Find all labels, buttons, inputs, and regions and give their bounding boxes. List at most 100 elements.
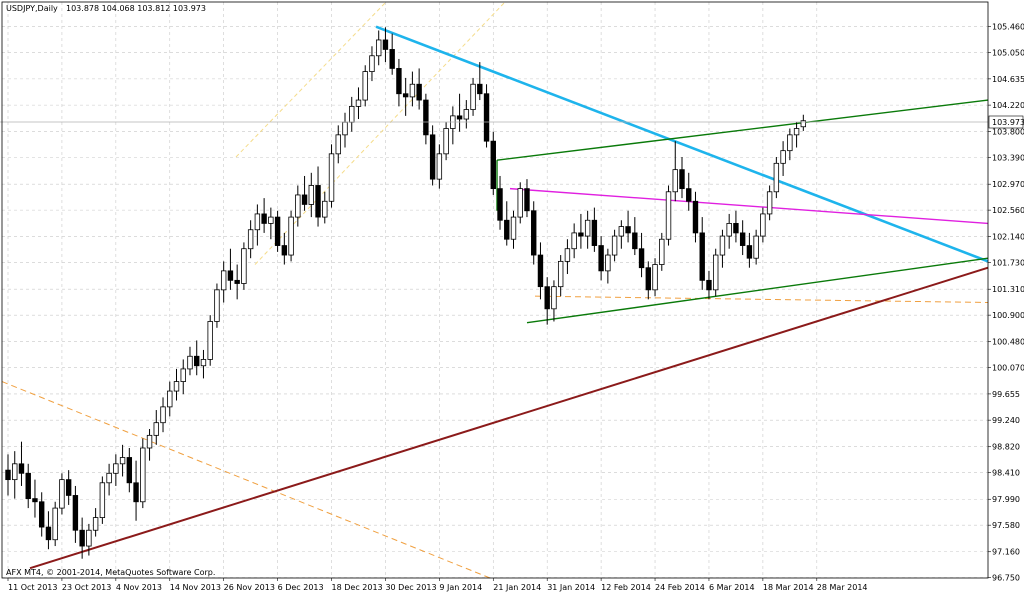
candle-body-up (295, 194, 301, 218)
x-tick-label: 31 Jan 2014 (547, 583, 595, 592)
y-tick-label: 101.310 (992, 285, 1024, 294)
current-price-box (988, 115, 1024, 129)
candle-body-up (793, 128, 800, 136)
candle-body-up (510, 216, 517, 240)
candle-body-down (79, 529, 85, 547)
trendline-descending-blue (375, 25, 989, 263)
x-tick-label: 30 Dec 2013 (385, 583, 436, 592)
candle-body-down (32, 498, 38, 503)
candle-body-up (369, 55, 375, 72)
x-tick-label: 18 Dec 2013 (332, 583, 383, 592)
trendline-pennant-upper-green (496, 99, 989, 161)
candle-body-up (571, 232, 577, 250)
candle-body-down (396, 68, 402, 95)
candle-body-down (483, 93, 490, 142)
candle-body-down (645, 267, 651, 291)
candle-body-up (140, 447, 146, 503)
candle-body-down (625, 226, 631, 234)
y-tick-label: 99.240 (992, 416, 1020, 425)
candle-body-up (375, 39, 382, 57)
candle-body-down (578, 232, 584, 237)
candle-body-up (780, 150, 786, 164)
candle-body-up (753, 235, 759, 259)
trendline-pennant-lower-green (526, 257, 989, 324)
candle-body-down (497, 188, 503, 221)
candle-body-up (92, 517, 99, 531)
x-tick-label: 6 Dec 2013 (278, 583, 324, 592)
y-tick-label: 98.820 (992, 443, 1020, 452)
candle-body-down (133, 482, 139, 503)
y-tick-label: 103.800 (992, 128, 1024, 137)
candle-body-up (463, 109, 470, 120)
candle-body-down (65, 479, 72, 496)
x-tick-label: 6 Mar 2014 (709, 583, 755, 592)
candle-body-down (490, 140, 496, 190)
candle-body-down (733, 223, 739, 234)
candle-body-up (241, 248, 247, 284)
candle-body-up (12, 463, 18, 481)
candle-body-up (800, 120, 807, 128)
y-tick-label: 104.220 (992, 101, 1024, 110)
y-tick-label: 97.580 (992, 521, 1020, 530)
x-tick-label: 11 Oct 2013 (8, 583, 57, 592)
y-tick-label: 105.460 (992, 23, 1024, 32)
x-tick-label: 14 Nov 2013 (170, 583, 221, 592)
candle-body-up (766, 191, 773, 215)
candle-body-down (699, 232, 705, 281)
candle-body-down (281, 245, 288, 256)
candle-body-down (274, 216, 281, 246)
candle-body-up (160, 406, 166, 424)
candle-body-up (173, 381, 180, 392)
plot-border (1, 1, 989, 579)
candle-body-down (402, 93, 409, 98)
candles (5, 27, 807, 559)
candle-body-up (618, 226, 625, 237)
candle-body-down (194, 355, 200, 367)
candle-body-down (18, 463, 25, 474)
candle-body-down (679, 169, 685, 190)
candle-body-up (268, 216, 274, 224)
candle-body-down (686, 188, 692, 202)
candle-body-down (315, 185, 321, 218)
candle-body-down (39, 501, 45, 528)
y-tick-label: 105.050 (992, 49, 1024, 58)
candle-body-up (349, 105, 355, 123)
candle-body-up (113, 463, 119, 474)
candle-body-up (551, 286, 557, 310)
y-tick-label: 100.480 (992, 338, 1024, 347)
candle-body-up (220, 270, 227, 291)
header-ohlc: 103.878 104.068 103.812 103.973 (66, 4, 206, 13)
candle-body-up (443, 128, 449, 155)
candle-body-up (214, 289, 220, 322)
candle-body-up (719, 235, 726, 256)
candle-body-up (200, 359, 207, 367)
y-tick-label: 100.070 (992, 364, 1024, 373)
candle-body-up (99, 482, 106, 518)
current-price-label: 103.973 (992, 118, 1024, 127)
candle-body-up (187, 355, 193, 370)
trendline-brown-support (29, 266, 989, 570)
candle-body-down (382, 39, 389, 50)
candle-body-up (611, 235, 618, 256)
candle-body-up (207, 321, 213, 360)
y-tick-label: 102.560 (992, 206, 1024, 215)
candle-body-up (672, 169, 678, 193)
y-tick-label: 101.730 (992, 259, 1024, 268)
y-axis: 105.460 105.050 104.635 104.220 103.800 103.3… (988, 23, 1024, 583)
candle-body-up (665, 191, 672, 240)
x-tick-label: 18 Mar 2014 (763, 583, 814, 592)
trendlines (1, 1, 989, 579)
header-symbol: USDJPY,Daily (6, 4, 58, 13)
dashed-orange-decline (1, 381, 491, 579)
candle-body-down (5, 469, 11, 481)
candle-body-up (288, 216, 294, 256)
candle-body-up (247, 229, 254, 250)
candle-body-up (652, 264, 658, 291)
candle-body-up (328, 153, 335, 202)
x-tick-label: 28 Mar 2014 (817, 583, 868, 592)
y-tick-label: 98.410 (992, 469, 1020, 478)
x-tick-label: 24 Feb 2014 (655, 583, 705, 592)
